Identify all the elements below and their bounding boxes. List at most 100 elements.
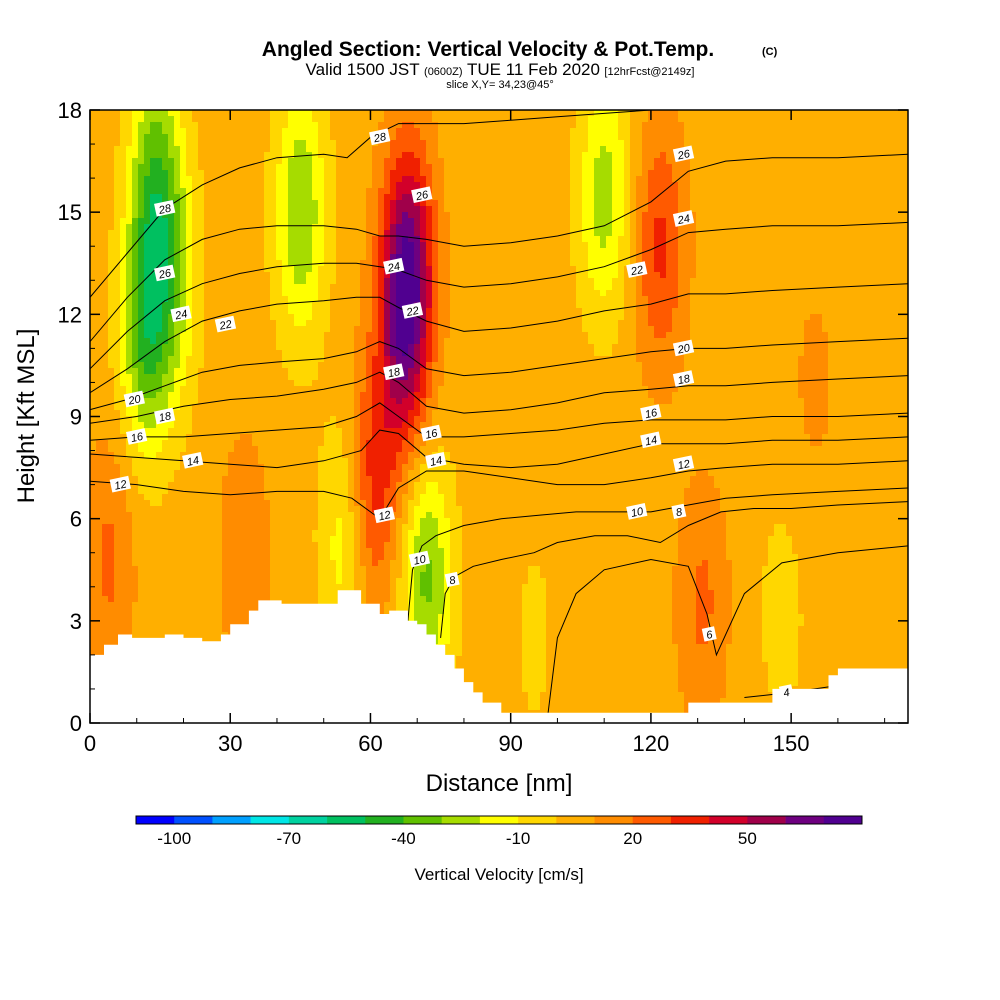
velocity-cell [120, 164, 127, 171]
velocity-cell [150, 146, 157, 153]
velocity-cell [762, 146, 769, 153]
velocity-cell [564, 206, 571, 213]
velocity-cell [522, 296, 529, 303]
velocity-cell [102, 326, 109, 333]
velocity-cell [414, 182, 421, 189]
velocity-cell [396, 164, 403, 171]
velocity-cell [138, 284, 145, 291]
velocity-cell [420, 302, 427, 309]
velocity-cell [384, 170, 391, 177]
velocity-cell [246, 278, 253, 285]
velocity-cell [822, 200, 829, 207]
velocity-cell [576, 296, 583, 303]
velocity-cell [666, 134, 673, 141]
velocity-cell [732, 158, 739, 165]
velocity-cell [228, 182, 235, 189]
velocity-cell [882, 110, 889, 117]
velocity-cell [612, 176, 619, 183]
velocity-cell [822, 176, 829, 183]
velocity-cell [198, 176, 205, 183]
velocity-cell [426, 224, 433, 231]
velocity-cell [426, 146, 433, 153]
velocity-cell [708, 170, 715, 177]
velocity-cell [474, 248, 481, 255]
velocity-cell [552, 146, 559, 153]
velocity-cell [126, 212, 133, 219]
velocity-cell [534, 302, 541, 309]
velocity-cell [900, 176, 907, 183]
velocity-cell [438, 152, 445, 159]
velocity-cell [678, 278, 685, 285]
velocity-cell [690, 110, 697, 117]
velocity-cell [906, 200, 908, 207]
velocity-cell [714, 122, 721, 129]
velocity-cell [378, 170, 385, 177]
velocity-cell [660, 164, 667, 171]
velocity-cell [426, 242, 433, 249]
velocity-cell [354, 134, 361, 141]
velocity-cell [444, 194, 451, 201]
velocity-cell [192, 128, 199, 135]
velocity-cell [396, 206, 403, 213]
velocity-cell [270, 278, 277, 285]
velocity-cell [882, 212, 889, 219]
velocity-cell [480, 230, 487, 237]
velocity-cell [252, 260, 259, 267]
velocity-cell [756, 140, 763, 147]
velocity-cell [156, 248, 163, 255]
velocity-cell [870, 188, 877, 195]
velocity-cell [702, 200, 709, 207]
velocity-cell [906, 278, 908, 285]
velocity-cell [186, 224, 193, 231]
velocity-cell [150, 236, 157, 243]
velocity-cell [522, 230, 529, 237]
velocity-cell [408, 284, 415, 291]
velocity-cell [516, 176, 523, 183]
velocity-cell [792, 314, 799, 321]
velocity-cell [870, 302, 877, 309]
velocity-cell [756, 200, 763, 207]
velocity-cell [312, 176, 319, 183]
velocity-cell [822, 110, 829, 117]
velocity-cell [810, 164, 817, 171]
velocity-cell [474, 134, 481, 141]
velocity-cell [594, 290, 601, 297]
velocity-cell [108, 260, 115, 267]
velocity-cell [522, 242, 529, 249]
velocity-cell [444, 242, 451, 249]
velocity-cell [576, 260, 583, 267]
velocity-cell [870, 140, 877, 147]
velocity-cell [462, 128, 469, 135]
velocity-cell [888, 296, 895, 303]
velocity-cell [546, 152, 553, 159]
velocity-cell [156, 260, 163, 267]
velocity-cell [882, 296, 889, 303]
velocity-cell [348, 140, 355, 147]
velocity-cell [438, 200, 445, 207]
velocity-cell [114, 188, 121, 195]
velocity-cell [594, 248, 601, 255]
velocity-cell [492, 254, 499, 261]
velocity-cell [342, 224, 349, 231]
velocity-cell [144, 188, 151, 195]
velocity-cell [192, 272, 199, 279]
velocity-cell [594, 230, 601, 237]
velocity-cell [696, 248, 703, 255]
velocity-cell [792, 152, 799, 159]
velocity-cell [870, 128, 877, 135]
velocity-cell [414, 242, 421, 249]
velocity-cell [498, 308, 505, 315]
velocity-cell [480, 140, 487, 147]
velocity-cell [318, 218, 325, 225]
velocity-cell [528, 218, 535, 225]
velocity-cell [714, 110, 721, 117]
velocity-cell [822, 260, 829, 267]
velocity-cell [660, 296, 667, 303]
velocity-cell [156, 284, 163, 291]
velocity-cell [552, 290, 559, 297]
velocity-cell [258, 314, 265, 321]
velocity-cell [612, 158, 619, 165]
velocity-cell [372, 314, 379, 321]
velocity-cell [222, 296, 229, 303]
velocity-cell [456, 200, 463, 207]
